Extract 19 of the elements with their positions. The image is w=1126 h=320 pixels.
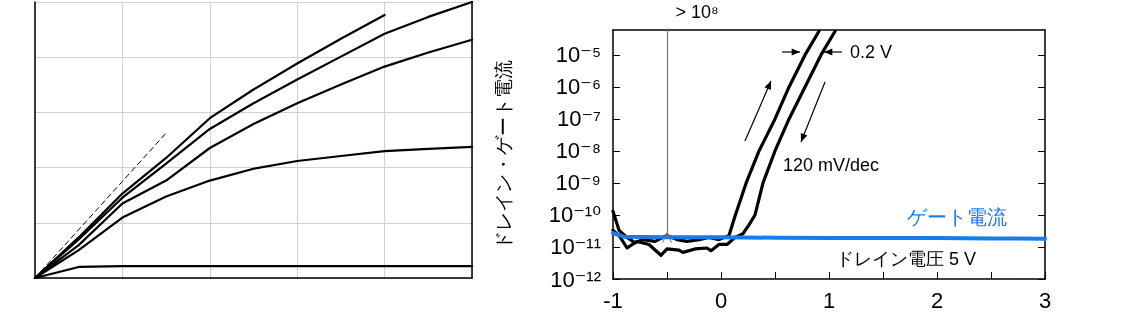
y-tick-label: 10⁻⁷ bbox=[556, 106, 602, 132]
x-tick-label: 3 bbox=[1038, 287, 1052, 313]
series-label: ゲート電流 bbox=[907, 206, 1007, 229]
annotation: 0.2 V bbox=[850, 42, 893, 62]
y-tick-label: 10⁻⁶ bbox=[555, 74, 601, 100]
x-tick-label: 1 bbox=[822, 287, 836, 313]
ref-line-label: > 10⁸ bbox=[675, 2, 719, 22]
y-tick-label: 10⁻¹² bbox=[550, 266, 601, 292]
x-tick-label: 0 bbox=[714, 287, 728, 313]
y-tick-label: 10⁻⁵ bbox=[555, 42, 601, 68]
y-axis-title: ドレイン・ゲート電流 bbox=[493, 59, 514, 250]
y-tick-label: 10⁻¹⁰ bbox=[548, 202, 602, 228]
y-tick-label: 10⁻¹¹ bbox=[550, 234, 601, 260]
annotation: ドレイン電圧 5 V bbox=[836, 249, 977, 269]
y-tick-label: 10⁻⁸ bbox=[555, 138, 601, 164]
y-tick-label: 10⁻⁹ bbox=[555, 170, 601, 196]
annotation: 120 mV/dec bbox=[783, 154, 880, 175]
x-tick-label: -1 bbox=[603, 287, 623, 313]
x-tick-label: 2 bbox=[930, 287, 944, 313]
